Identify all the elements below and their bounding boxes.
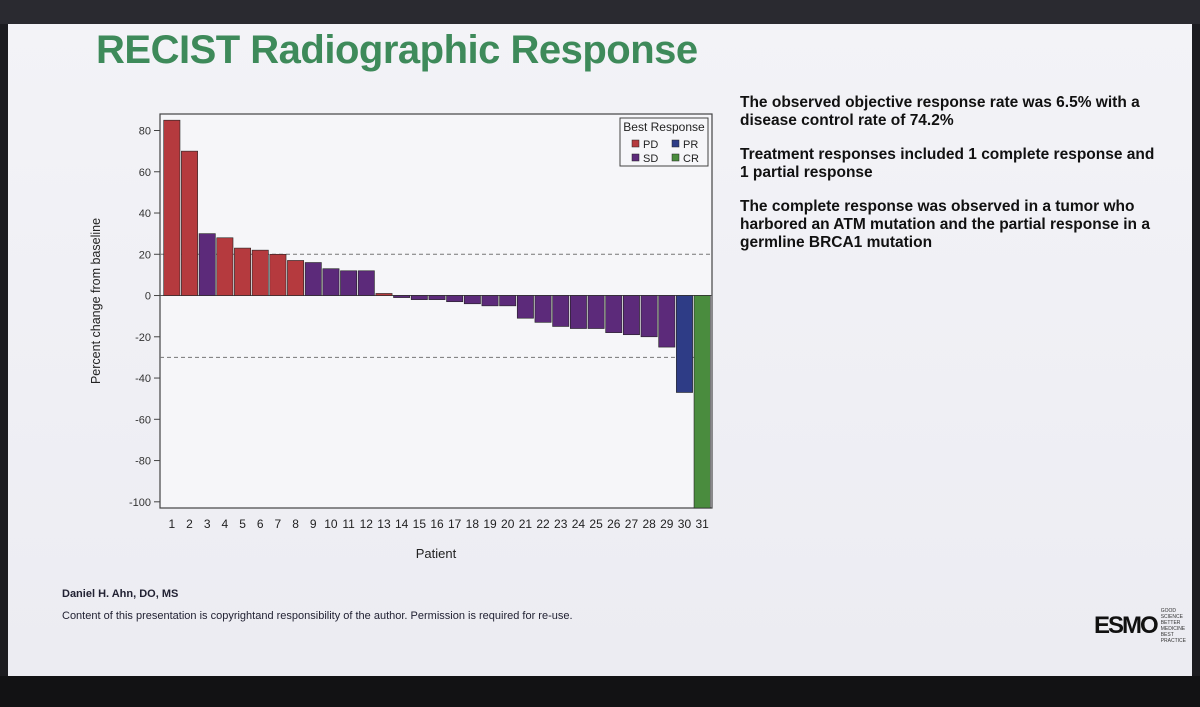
findings-text: The observed objective response rate was… [740, 94, 1160, 268]
x-tick-label: 1 [168, 517, 175, 531]
x-tick-label: 18 [466, 517, 480, 531]
copyright-notice: Content of this presentation is copyrigh… [62, 610, 573, 622]
x-tick-label: 3 [204, 517, 211, 531]
y-tick-label: 40 [139, 208, 151, 220]
bar-patient-10 [322, 268, 340, 296]
x-tick-label: 15 [413, 517, 427, 531]
x-tick-label: 29 [660, 517, 674, 531]
x-tick-label: 5 [239, 517, 246, 531]
bar-patient-31 [693, 295, 711, 509]
bar-patient-20 [499, 295, 517, 307]
bar-patient-12 [357, 270, 375, 296]
bar-patient-17 [446, 295, 464, 303]
x-tick-label: 24 [572, 517, 586, 531]
x-tick-label: 21 [519, 517, 533, 531]
bar-patient-8 [287, 260, 305, 296]
x-tick-label: 16 [430, 517, 444, 531]
legend-swatch-pr [671, 139, 680, 148]
x-tick-label: 19 [483, 517, 497, 531]
x-tick-label: 17 [448, 517, 462, 531]
x-tick-label: 11 [342, 517, 355, 531]
x-tick-label: 2 [186, 517, 193, 531]
bar-patient-27 [623, 295, 640, 336]
x-tick-label: 4 [222, 517, 229, 531]
x-tick-label: 9 [310, 517, 317, 531]
top-band [0, 0, 1200, 24]
x-tick-label: 8 [292, 517, 299, 531]
x-tick-label: 26 [607, 517, 621, 531]
bar-patient-15 [410, 295, 428, 300]
y-tick-label: 60 [139, 167, 151, 179]
bar-patient-16 [428, 295, 446, 300]
bar-patient-18 [463, 295, 481, 305]
bar-patient-9 [304, 262, 322, 296]
bar-patient-6 [251, 249, 269, 296]
x-tick-label: 25 [589, 517, 603, 531]
legend-label-pd: PD [643, 139, 658, 151]
x-tick-label: 27 [625, 517, 639, 531]
y-axis-title: Percent change from baseline [89, 218, 103, 384]
x-tick-label: 7 [275, 517, 282, 531]
bar-patient-3 [198, 233, 216, 296]
bar-patient-11 [340, 270, 358, 296]
x-axis-title: Patient [416, 546, 457, 561]
y-tick-label: 20 [139, 249, 151, 261]
bar-patient-7 [269, 253, 287, 296]
y-tick-label: -20 [135, 332, 151, 344]
legend-title: Best Response [623, 120, 705, 134]
bar-patient-13 [375, 293, 393, 296]
bar-patient-4 [216, 237, 234, 296]
esmo-logo: ESMO GOOD SCIENCE BETTER MEDICINE BEST P… [1094, 608, 1195, 644]
legend-label-sd: SD [643, 153, 658, 165]
x-tick-label: 6 [257, 517, 264, 531]
author-name: Daniel H. Ahn, DO, MS [62, 588, 179, 600]
finding-1: The observed objective response rate was… [740, 94, 1140, 129]
legend-swatch-cr [671, 153, 680, 162]
y-tick-label: -100 [129, 497, 151, 509]
x-tick-label: 30 [678, 517, 692, 531]
bar-patient-23 [552, 295, 570, 327]
x-tick-label: 23 [554, 517, 568, 531]
x-tick-label: 31 [695, 517, 709, 531]
bar-patient-30 [676, 295, 693, 393]
legend-label-pr: PR [683, 139, 698, 151]
bar-patient-14 [393, 295, 411, 298]
legend-label-cr: CR [683, 153, 699, 165]
finding-3: The complete response was observed in a … [740, 198, 1150, 251]
esmo-wordmark: ESMO [1094, 612, 1159, 639]
y-tick-label: -80 [135, 456, 151, 468]
esmo-tagline: GOOD SCIENCE BETTER MEDICINE BEST PRACTI… [1160, 608, 1186, 644]
x-tick-label: 14 [395, 517, 409, 531]
y-tick-label: 0 [145, 291, 151, 303]
bar-patient-22 [534, 295, 552, 323]
x-tick-label: 28 [642, 517, 656, 531]
x-tick-label: 22 [536, 517, 550, 531]
bottom-band [0, 676, 1200, 707]
y-tick-label: 80 [139, 126, 151, 138]
x-tick-label: 10 [324, 517, 338, 531]
y-tick-label: -60 [135, 414, 151, 426]
bar-patient-25 [587, 295, 605, 329]
x-tick-label: 20 [501, 517, 515, 531]
bar-patient-24 [569, 295, 587, 329]
finding-2: Treatment responses included 1 complete … [740, 146, 1155, 181]
bar-patient-28 [640, 295, 658, 338]
legend-swatch-pd [631, 139, 640, 148]
bar-patient-26 [605, 295, 623, 333]
x-tick-label: 12 [360, 517, 374, 531]
bar-patient-1 [163, 119, 181, 296]
bar-patient-5 [234, 247, 251, 296]
bar-patient-19 [481, 295, 499, 307]
x-tick-label: 13 [377, 517, 391, 531]
legend-swatch-sd [631, 153, 640, 162]
bar-patient-29 [658, 295, 676, 348]
y-tick-label: -40 [135, 373, 151, 385]
bar-patient-21 [516, 295, 534, 319]
bar-patient-2 [181, 150, 198, 296]
slide-title: RECIST Radiographic Response [96, 28, 698, 72]
